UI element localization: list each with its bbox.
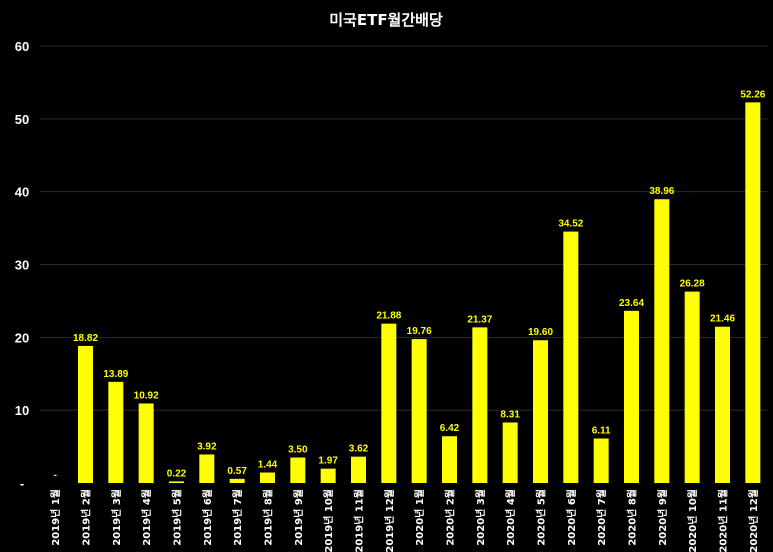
- data-label: 10.92: [134, 390, 159, 401]
- data-label: 19.76: [407, 326, 432, 337]
- bar: [138, 403, 154, 483]
- x-tick-label: 2020년 3월: [474, 489, 487, 546]
- y-tick-label: 30: [15, 258, 29, 273]
- bar: [654, 199, 670, 483]
- y-axis: 60 50 40 30 20 10 -: [15, 39, 29, 491]
- x-tick-label: 2020년 10월: [686, 489, 699, 552]
- data-label: 3.62: [349, 444, 369, 455]
- data-label: 26.28: [680, 279, 705, 290]
- data-label: 6.42: [440, 423, 460, 434]
- x-tick-label: 2019년 3월: [110, 489, 123, 546]
- x-axis: 2019년 1월 2019년 2월 2019년 3월 2019년 4월 2019년 5월…: [49, 489, 760, 552]
- y-tick-label: 10: [15, 403, 29, 418]
- bar: [502, 422, 518, 483]
- data-label: 52.26: [740, 89, 765, 100]
- x-tick-label: 2019년 8월: [262, 489, 275, 546]
- x-tick-label: 2019년 7월: [231, 489, 244, 546]
- bar: [78, 345, 93, 483]
- x-tick-label: 2020년 9월: [656, 489, 669, 546]
- bar: [229, 478, 245, 483]
- bar: [290, 457, 306, 483]
- data-label: 19.60: [528, 327, 553, 338]
- bar: [199, 454, 215, 483]
- x-tick-label: 2020년 6월: [565, 489, 578, 546]
- x-tick-label: 2020년 11월: [717, 489, 730, 552]
- bar: [472, 327, 488, 483]
- chart-title: 미국ETF월간배당: [329, 11, 443, 29]
- x-tick-label: 2020년 1월: [413, 489, 426, 546]
- bar: [624, 310, 639, 483]
- data-label: 38.96: [649, 186, 674, 197]
- bar: [442, 436, 457, 483]
- x-tick-label: 2020년 7월: [595, 489, 608, 546]
- y-tick-label: 60: [15, 39, 29, 54]
- data-label: 1.97: [318, 456, 338, 467]
- y-tick-label: 50: [15, 112, 29, 127]
- data-label: 18.82: [73, 333, 98, 344]
- bar: [715, 326, 730, 483]
- bar: [351, 456, 366, 483]
- data-label: 21.46: [710, 314, 735, 325]
- y-tick-label: 20: [15, 330, 29, 345]
- x-tick-label: 2019년 6월: [201, 489, 214, 546]
- data-label: 21.88: [376, 311, 401, 322]
- bar: [169, 481, 184, 483]
- bar: [745, 102, 761, 484]
- data-labels: - 18.82 13.89 10.92 0.22 3.92 0.57 1.44 3.50 1.97…: [53, 89, 765, 481]
- data-label: 13.89: [103, 369, 128, 380]
- x-tick-label: 2020년 5월: [535, 489, 548, 546]
- bars: [78, 102, 761, 484]
- y-tick-label: 40: [15, 185, 29, 200]
- data-label: 34.52: [558, 219, 583, 230]
- bar: [411, 339, 427, 483]
- x-tick-label: 2020년 4월: [504, 489, 517, 546]
- bar: [260, 472, 275, 483]
- x-tick-label: 2020년 2월: [444, 489, 457, 546]
- data-label: 23.64: [619, 298, 644, 309]
- x-tick-label: 2019년 10월: [322, 489, 335, 552]
- bar: [533, 340, 548, 483]
- y-tick-label: -: [20, 476, 24, 491]
- bar: [563, 231, 579, 483]
- x-tick-label: 2019년 5월: [171, 489, 184, 546]
- data-label: 21.37: [467, 314, 492, 325]
- bar: [381, 323, 397, 483]
- gridlines: [40, 45, 768, 411]
- x-tick-label: 2019년 11월: [353, 489, 366, 552]
- data-label: 0.22: [167, 468, 187, 479]
- x-tick-label: 2019년 12월: [383, 489, 396, 552]
- x-tick-label: 2019년 4월: [140, 489, 153, 546]
- data-label: 3.92: [197, 441, 217, 452]
- bar: [593, 438, 609, 483]
- bar: [108, 381, 124, 483]
- data-label: 0.57: [227, 466, 247, 477]
- bar: [684, 291, 700, 483]
- x-tick-label: 2019년 1월: [49, 489, 62, 546]
- data-label: 1.44: [258, 460, 278, 471]
- x-tick-label: 2020년 8월: [626, 489, 639, 546]
- data-label: -: [53, 470, 56, 481]
- data-label: 3.50: [288, 445, 308, 456]
- bar: [320, 468, 336, 483]
- x-tick-label: 2020년 12월: [747, 489, 760, 552]
- data-label: 8.31: [500, 409, 520, 420]
- data-label: 6.11: [592, 425, 611, 436]
- x-tick-label: 2019년 2월: [80, 489, 93, 546]
- x-tick-label: 2019년 9월: [292, 489, 305, 546]
